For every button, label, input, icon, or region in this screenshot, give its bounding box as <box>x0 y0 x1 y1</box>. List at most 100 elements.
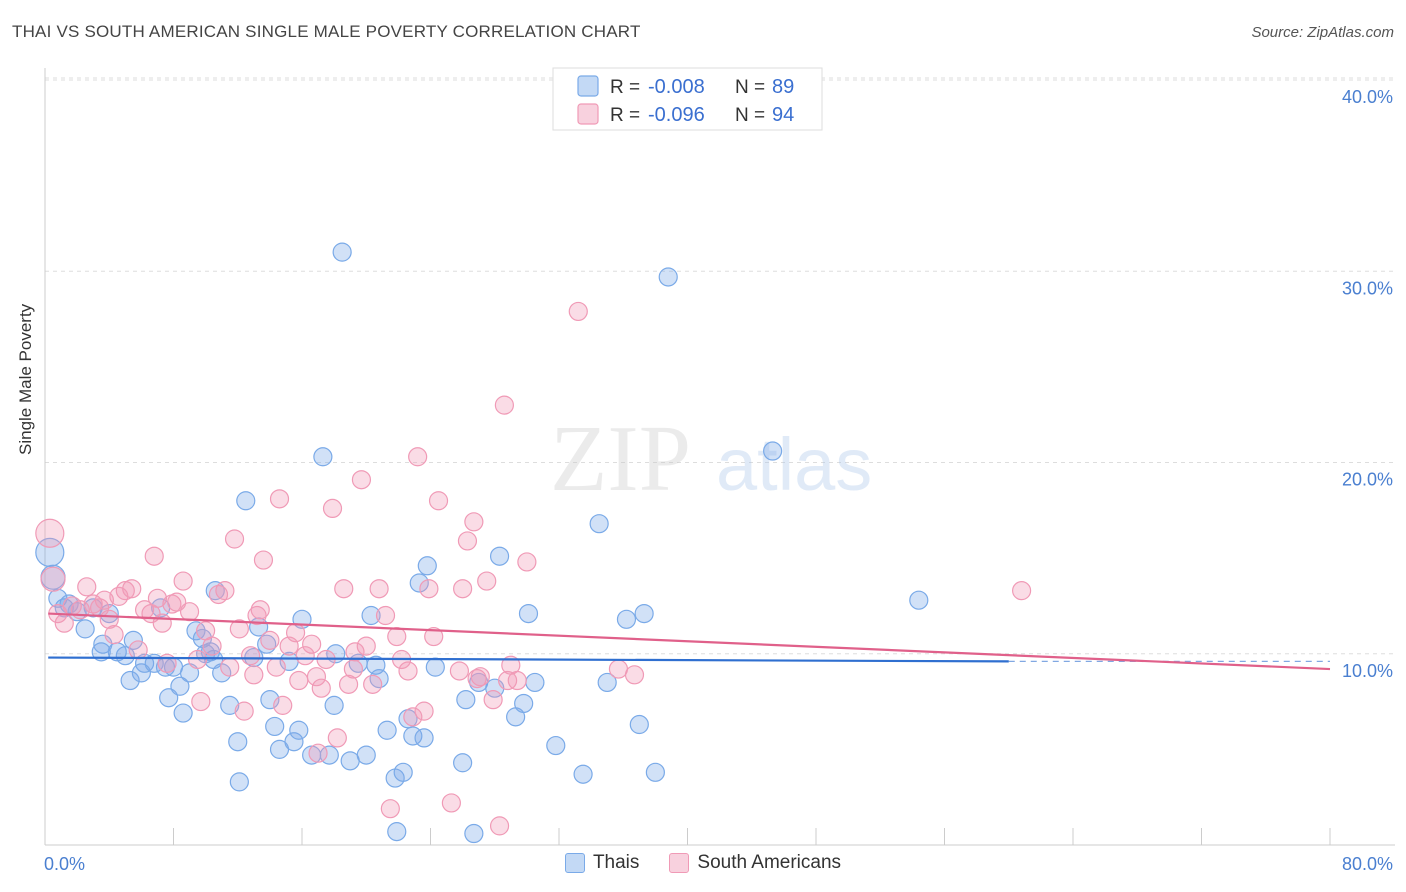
thais-point <box>518 603 539 624</box>
south-americans-point <box>273 695 293 715</box>
south-americans-point <box>191 691 211 712</box>
south-americans-point <box>128 640 148 660</box>
south-americans-point <box>244 665 264 685</box>
thais-point <box>573 764 593 784</box>
south-americans-point <box>363 674 383 694</box>
legend-item-thais: Thais <box>564 852 640 874</box>
thais-point <box>425 657 445 677</box>
south-americans-point <box>241 646 261 666</box>
south-americans-point <box>173 571 193 591</box>
watermark-atlas: atlas <box>716 423 872 506</box>
south-americans-point <box>295 646 315 666</box>
legend-swatch-thais <box>564 853 585 873</box>
y-tick-label: 40.0% <box>1342 87 1393 107</box>
legend-top: R = -0.008 N = 89 R = -0.096 N = 94 <box>552 67 823 131</box>
south-americans-point <box>285 623 306 643</box>
south-americans-point <box>453 579 473 599</box>
south-americans-point <box>54 613 74 633</box>
thais-point <box>464 823 484 844</box>
south-americans-point <box>507 670 527 691</box>
thais-point <box>186 621 206 641</box>
thais-point <box>546 735 566 756</box>
legend-r-value: -0.096 <box>648 104 705 126</box>
thais-point <box>616 609 637 629</box>
thais-point <box>645 762 665 782</box>
thais-point <box>525 672 545 693</box>
source-label: Source: ZipAtlas.com <box>1251 24 1394 41</box>
south-americans-point <box>253 550 274 570</box>
south-americans-point <box>77 577 97 597</box>
thais-point <box>409 573 429 593</box>
south-americans-point <box>306 667 327 687</box>
south-americans-point <box>345 642 365 662</box>
south-americans-point <box>498 670 518 691</box>
thais-point <box>289 720 309 740</box>
thais-point <box>361 605 381 626</box>
y-tick-label: 30.0% <box>1342 278 1393 298</box>
thais-point <box>91 642 111 662</box>
south-americans-point <box>608 659 629 679</box>
thais-point <box>414 728 434 748</box>
legend-n-value: 89 <box>772 76 794 98</box>
south-americans-point <box>322 498 343 518</box>
south-americans-point <box>94 590 115 610</box>
south-americans-point <box>414 701 434 721</box>
thais-point <box>629 714 649 735</box>
thais-point <box>236 491 256 511</box>
south-americans-point <box>234 701 254 721</box>
thais-point <box>514 693 534 714</box>
x-tick-label: 0.0% <box>44 854 85 874</box>
south-americans-point <box>311 678 331 698</box>
south-americans-point <box>215 581 235 601</box>
south-americans-point <box>517 552 537 572</box>
legend-r-label: R = <box>610 77 640 98</box>
south-americans-trend-line <box>48 612 1331 671</box>
south-americans-point <box>568 301 588 322</box>
south-americans-point <box>467 669 487 689</box>
legend-swatch-south-americans <box>669 853 690 873</box>
south-americans-point <box>289 670 309 691</box>
legend-label-thais: Thais <box>592 852 640 873</box>
south-americans-point <box>624 665 645 685</box>
thais-point <box>265 716 285 737</box>
legend-item-south-americans: South Americans <box>669 852 841 874</box>
south-americans-point <box>147 588 168 608</box>
south-americans-point <box>327 728 347 748</box>
south-americans-point <box>144 546 164 566</box>
south-americans-point <box>428 491 449 511</box>
watermark-zip: ZIP <box>550 407 691 511</box>
south-americans-point <box>477 571 497 591</box>
thais-point <box>589 514 609 534</box>
y-axis-label: Single Male Poverty <box>16 303 35 455</box>
south-americans-point <box>387 626 407 647</box>
thais-point <box>634 603 654 624</box>
south-americans-point <box>266 657 286 677</box>
legend-label-south-americans: South Americans <box>697 852 842 873</box>
south-americans-point <box>35 518 65 548</box>
south-americans-point <box>302 634 322 654</box>
south-americans-point <box>424 626 444 647</box>
south-americans-point <box>398 661 418 681</box>
south-americans-point <box>380 799 400 819</box>
thais-point <box>284 732 304 752</box>
thais-point <box>597 672 617 693</box>
south-americans-point <box>464 512 484 532</box>
south-americans-point <box>1011 581 1032 601</box>
south-americans-point <box>483 690 503 710</box>
thais-trend-line <box>48 656 1009 663</box>
legend-r-label: R = <box>610 105 640 126</box>
south-americans-point <box>408 447 428 467</box>
thais-point <box>453 753 473 773</box>
south-americans-point <box>229 619 249 639</box>
thais-point <box>313 447 333 467</box>
thais-point <box>909 590 929 610</box>
legend-bottom: Thais South Americans <box>0 852 1406 874</box>
south-americans-point <box>308 743 328 763</box>
south-americans-point <box>40 566 66 592</box>
south-americans-point <box>375 605 396 626</box>
south-americans-point <box>334 579 354 599</box>
axes <box>44 68 1395 846</box>
data-points <box>35 242 1032 844</box>
thais-point <box>228 732 248 752</box>
